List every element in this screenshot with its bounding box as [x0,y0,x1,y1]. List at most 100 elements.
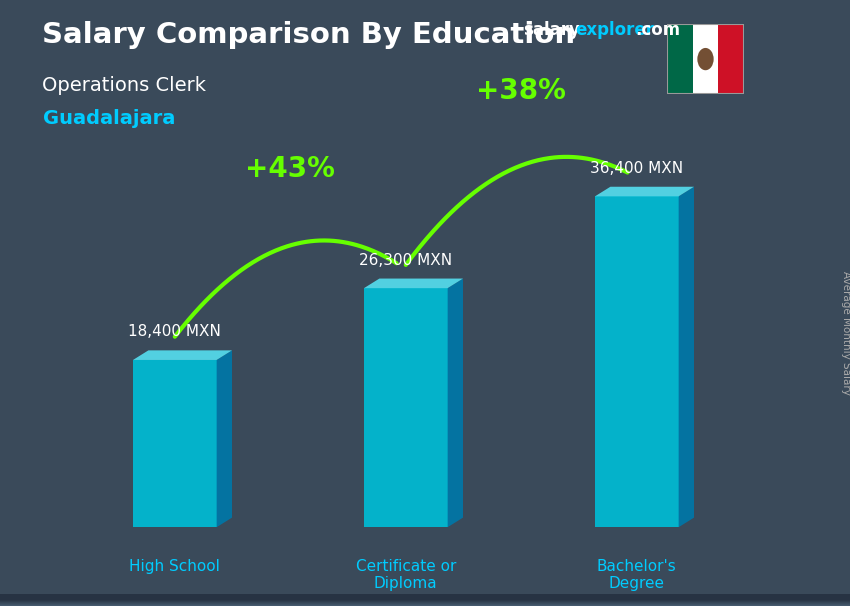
Bar [0,594,850,601]
Bar [0,594,850,601]
Text: +43%: +43% [246,155,335,183]
Polygon shape [364,279,463,288]
Bar [0,600,850,606]
Polygon shape [133,360,217,527]
Bar [0,599,850,605]
Bar [0,595,850,601]
Bar [0,598,850,604]
Bar [0,599,850,605]
Bar [0,596,850,602]
Bar [0,596,850,602]
Text: 26,300 MXN: 26,300 MXN [360,253,452,268]
Bar [0,596,850,602]
Bar [0,599,850,605]
Polygon shape [595,187,694,196]
Bar [0,594,850,601]
Bar [0,596,850,602]
Bar [0,598,850,604]
Text: Operations Clerk: Operations Clerk [42,76,207,95]
Bar [0,597,850,603]
Bar [0,599,850,605]
Bar [0,594,850,600]
Polygon shape [678,187,694,527]
Bar [0,598,850,604]
Text: 18,400 MXN: 18,400 MXN [128,324,221,339]
Bar [0,594,850,600]
Bar [0,599,850,605]
Polygon shape [595,196,678,527]
Bar [0,595,850,601]
Text: Guadalajara: Guadalajara [42,109,175,128]
Bar [0,598,850,604]
Bar [0,598,850,604]
Polygon shape [667,24,693,94]
Bar [0,598,850,604]
Bar [0,596,850,602]
Bar [0,600,850,606]
Text: High School: High School [129,559,220,574]
Polygon shape [718,24,744,94]
Bar [0,599,850,605]
Bar [0,598,850,604]
Bar [0,595,850,601]
Bar [0,599,850,605]
Bar [0,594,850,601]
Bar [0,596,850,602]
Bar [0,596,850,602]
Bar [0,595,850,601]
Polygon shape [133,350,232,360]
Bar [0,595,850,601]
Bar [0,598,850,604]
Bar [0,594,850,600]
Bar [0,599,850,605]
Text: .com: .com [635,21,680,39]
Text: 36,400 MXN: 36,400 MXN [590,161,683,176]
Bar [0,599,850,605]
Bar [0,599,850,605]
Text: Certificate or
Diploma: Certificate or Diploma [355,559,456,591]
Bar [0,597,850,603]
Bar [0,594,850,601]
Bar [0,598,850,604]
Bar [0,598,850,604]
Text: salary: salary [523,21,580,39]
Bar [0,597,850,603]
Bar [0,598,850,604]
Bar [0,594,850,601]
Bar [0,594,850,601]
Polygon shape [693,24,718,94]
Bar [0,597,850,603]
Bar [0,598,850,604]
Bar [0,597,850,603]
Circle shape [697,48,714,70]
Bar [0,595,850,601]
Bar [0,599,850,605]
Bar [0,595,850,601]
Bar [0,594,850,601]
Bar [0,595,850,601]
Text: explorer: explorer [575,21,654,39]
Bar [0,594,850,600]
Bar [0,596,850,602]
Bar [0,596,850,602]
Bar [0,596,850,602]
Text: Bachelor's
Degree: Bachelor's Degree [597,559,677,591]
Polygon shape [217,350,232,527]
Text: +38%: +38% [476,77,566,105]
Bar [0,596,850,602]
Bar [0,598,850,604]
Bar [0,596,850,602]
Bar [0,597,850,603]
Bar [0,596,850,602]
Bar [0,596,850,602]
Text: Salary Comparison By Education: Salary Comparison By Education [42,21,575,49]
Bar [0,598,850,604]
Bar [0,599,850,605]
Bar [0,597,850,603]
Bar [0,596,850,602]
Bar [0,599,850,605]
Bar [0,598,850,604]
Bar [0,600,850,606]
Bar [0,595,850,601]
Polygon shape [364,288,448,527]
